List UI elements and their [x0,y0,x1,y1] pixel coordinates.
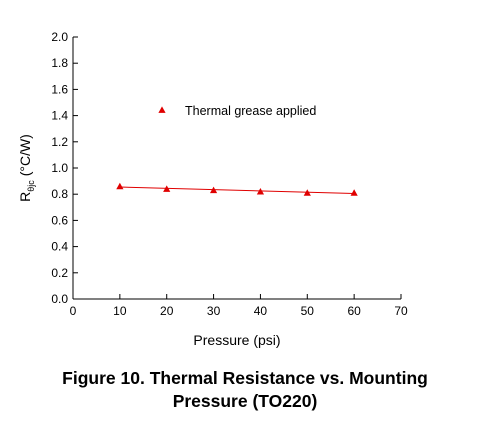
x-axis-ticks: 0 10 20 30 40 50 60 70 [70,294,408,318]
y-tick-label: 1.4 [51,109,68,123]
x-tick-label: 60 [347,304,361,318]
trend-line [119,186,355,195]
y-axis-label: Rθjc (°C/W) [17,134,36,202]
data-points [116,182,358,196]
y-tick-label: 0.6 [51,213,68,227]
caption-line-1: Figure 10. Thermal Resistance vs. Mounti… [62,368,428,388]
data-point [256,187,265,195]
caption-line-2: Pressure (TO220) [172,391,318,411]
x-axis-label: Pressure (psi) [193,332,280,348]
data-point [116,182,124,190]
legend: Thermal grease applied [158,104,316,118]
y-tick-label: 1.2 [51,135,68,149]
x-tick-label: 70 [394,304,408,318]
y-tick-label: 2.0 [51,30,68,44]
data-point [350,189,358,196]
y-tick-label: 1.8 [51,56,68,70]
legend-label: Thermal grease applied [185,104,316,118]
data-point [303,189,311,196]
data-point [163,185,171,192]
x-tick-label: 30 [207,304,221,318]
figure-caption: Figure 10. Thermal Resistance vs. Mounti… [0,367,490,413]
chart-axes [72,37,401,300]
data-point [209,186,218,194]
y-tick-label: 1.0 [51,161,68,175]
y-tick-label: 0.2 [51,266,68,280]
x-tick-label: 50 [301,304,315,318]
legend-marker [158,106,166,113]
x-tick-label: 20 [160,304,174,318]
x-tick-label: 10 [113,304,127,318]
y-tick-label: 0.0 [51,292,68,306]
y-tick-label: 1.6 [51,82,68,96]
chart: 0.0 0.2 0.4 0.6 0.8 1.0 1.2 1.4 1.6 1.8 2.0 0 10 20 3… [17,30,408,348]
x-tick-label: 40 [254,304,268,318]
y-tick-label: 0.8 [51,187,68,201]
y-tick-label: 0.4 [51,240,68,254]
x-tick-label: 0 [70,304,77,318]
trend-line-layer [119,186,355,195]
y-axis-ticks: 0.0 0.2 0.4 0.6 0.8 1.0 1.2 1.4 1.6 1.8 2.0 [51,30,78,306]
